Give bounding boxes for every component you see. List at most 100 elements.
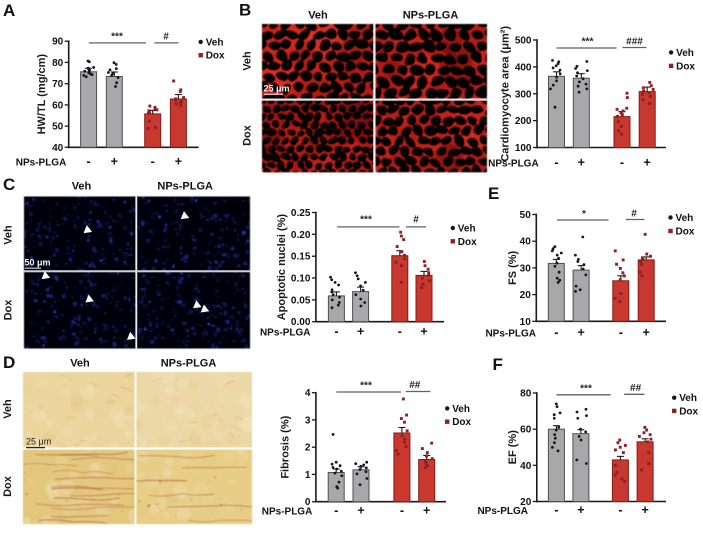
svg-text:###: ### [626,37,643,48]
svg-text:+: + [357,325,364,339]
svg-text:Dox: Dox [242,124,254,146]
svg-text:0.25: 0.25 [291,208,311,219]
svg-text:Veh: Veh [70,358,90,370]
svg-text:400: 400 [515,62,532,73]
svg-text:Veh: Veh [2,399,14,419]
svg-text:70: 70 [52,79,64,90]
svg-text:+: + [357,504,364,518]
svg-text:80: 80 [52,58,64,69]
svg-text:E: E [488,184,499,203]
svg-text:Veh: Veh [676,213,694,224]
svg-text:Veh: Veh [72,181,92,193]
svg-text:60: 60 [52,100,64,111]
svg-text:90: 90 [52,37,64,48]
svg-text:HW/TL (mg/cm): HW/TL (mg/cm) [36,54,48,135]
svg-text:100: 100 [515,143,532,154]
svg-text:Dox: Dox [458,237,477,248]
svg-text:-: - [618,503,622,517]
svg-text:10: 10 [520,317,532,328]
svg-text:FS (%): FS (%) [507,250,519,285]
svg-text:+: + [578,156,585,170]
svg-text:60: 60 [520,425,532,436]
svg-text:-: - [87,155,91,169]
svg-text:NPs-PLGA: NPs-PLGA [262,507,313,518]
svg-text:-: - [620,156,624,170]
svg-text:50: 50 [520,210,532,221]
svg-text:Dox: Dox [679,406,698,417]
svg-text:#: # [163,32,169,43]
svg-text:500: 500 [515,36,532,47]
svg-text:50: 50 [52,122,64,133]
svg-text:Dox: Dox [676,61,695,72]
svg-text:0.05: 0.05 [291,295,311,306]
svg-text:Veh: Veh [452,404,470,415]
svg-text:Veh: Veh [242,51,254,71]
svg-text:A: A [3,1,15,20]
svg-text:0: 0 [305,497,311,508]
svg-text:***: *** [111,32,123,43]
svg-text:***: *** [582,37,594,48]
svg-text:+: + [577,503,584,517]
svg-text:40: 40 [520,461,532,472]
svg-text:NPs-PLGA: NPs-PLGA [157,181,213,193]
svg-text:300: 300 [515,89,532,100]
svg-text:+: + [641,503,648,517]
svg-text:Dox: Dox [2,475,14,497]
svg-text:1: 1 [305,470,311,481]
svg-text:C: C [3,175,15,194]
svg-text:##: ## [409,380,421,391]
svg-text:***: *** [580,384,592,395]
svg-text:80: 80 [520,389,532,400]
svg-text:30: 30 [520,263,532,274]
svg-text:25 μm: 25 μm [26,437,51,447]
svg-text:NPs-PLGA: NPs-PLGA [488,159,539,170]
svg-text:40: 40 [52,143,64,154]
svg-text:***: *** [360,215,372,226]
svg-text:Cardiomyocyte area (μm²): Cardiomyocyte area (μm²) [500,26,512,162]
svg-text:-: - [400,504,404,518]
svg-text:EF (%): EF (%) [507,430,519,465]
svg-text:Veh: Veh [679,393,697,404]
svg-text:Veh: Veh [676,48,694,59]
svg-text:3: 3 [305,415,311,426]
svg-text:+: + [577,326,584,340]
svg-text:D: D [3,353,15,372]
svg-text:*: * [582,209,586,220]
svg-text:#: # [413,215,419,226]
svg-text:0.00: 0.00 [291,317,311,328]
svg-text:25 μm: 25 μm [264,84,290,94]
svg-text:-: - [398,325,402,339]
svg-text:+: + [111,155,118,169]
svg-text:Veh: Veh [206,37,224,48]
svg-text:Dox: Dox [676,227,695,238]
svg-text:200: 200 [515,116,532,127]
svg-text:##: ## [630,383,642,394]
svg-text:NPs-PLGA: NPs-PLGA [403,10,459,22]
svg-text:0.15: 0.15 [291,252,311,263]
svg-text:Veh: Veh [308,10,328,22]
svg-text:Veh: Veh [3,225,15,245]
svg-text:-: - [334,504,338,518]
svg-text:Dox: Dox [206,51,225,62]
svg-text:Veh: Veh [458,224,476,235]
svg-text:+: + [175,155,182,169]
svg-text:Dox: Dox [3,299,15,321]
svg-text:-: - [334,325,338,339]
svg-text:Fibrosis (%): Fibrosis (%) [280,415,292,478]
svg-text:B: B [239,1,251,20]
svg-text:Dox: Dox [452,417,471,428]
svg-text:NPs-PLGA: NPs-PLGA [477,506,528,517]
svg-text:+: + [423,504,430,518]
svg-text:-: - [554,503,558,517]
svg-text:NPs-PLGA: NPs-PLGA [260,328,311,339]
svg-text:-: - [554,326,558,340]
svg-text:40: 40 [520,237,532,248]
svg-text:NPs-PLGA: NPs-PLGA [16,158,67,169]
svg-text:F: F [493,355,503,374]
svg-text:-: - [554,156,558,170]
svg-text:***: *** [360,381,372,392]
svg-text:20: 20 [520,290,532,301]
svg-text:0.10: 0.10 [291,274,311,285]
svg-text:NPs-PLGA: NPs-PLGA [485,329,536,340]
svg-text:0.20: 0.20 [291,230,311,241]
